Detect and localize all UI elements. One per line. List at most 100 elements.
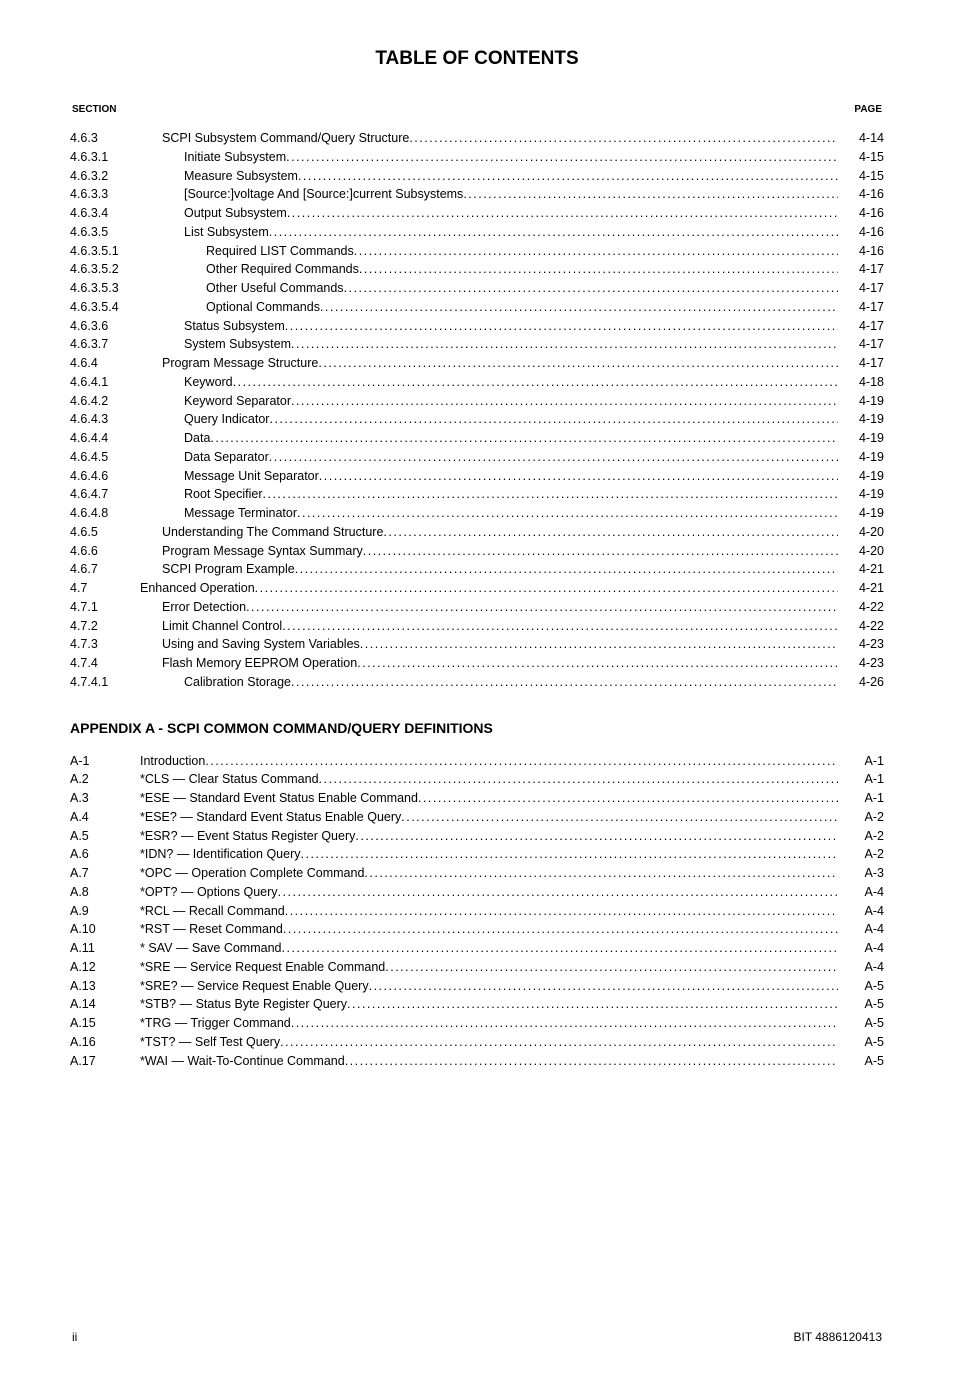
toc-section-number: 4.6.4.3 — [70, 410, 140, 429]
toc-section-number: A.14 — [70, 995, 140, 1014]
toc-page-number: A-4 — [838, 958, 884, 977]
toc-page-number: 4-19 — [838, 448, 884, 467]
toc-section-number: 4.7 — [70, 579, 140, 598]
toc-leader: ........................................… — [205, 752, 838, 771]
toc-leader: ........................................… — [269, 410, 838, 429]
toc-page-number: A-4 — [838, 902, 884, 921]
toc-leader: ........................................… — [291, 392, 838, 411]
toc-leader: ........................................… — [369, 977, 838, 996]
toc-section-number: A.17 — [70, 1052, 140, 1071]
toc-entry-title: Introduction — [140, 752, 205, 771]
toc-row: 4.6.3.5.3Other Useful Commands..........… — [70, 279, 884, 298]
toc-title-wrap: *RCL — Recall Command...................… — [140, 902, 838, 921]
page-footer: ii BIT 4886120413 — [70, 1330, 884, 1344]
toc-row: A.12*SRE — Service Request Enable Comman… — [70, 958, 884, 977]
toc-leader: ........................................… — [282, 617, 838, 636]
toc-title-wrap: [Source:]voltage And [Source:]current Su… — [140, 185, 838, 204]
toc-row: 4.7.4.1Calibration Storage..............… — [70, 673, 884, 692]
toc-leader: ........................................… — [409, 129, 838, 148]
header-section: SECTION — [72, 104, 116, 115]
toc-appendix-body: A-1Introduction.........................… — [70, 752, 884, 1071]
toc-title-wrap: *STB? — Status Byte Register Query......… — [140, 995, 838, 1014]
toc-title-wrap: Initiate Subsystem......................… — [140, 148, 838, 167]
toc-row: A.4*ESE? — Standard Event Status Enable … — [70, 808, 884, 827]
toc-title-wrap: SCPI Program Example....................… — [140, 560, 838, 579]
toc-title-wrap: *TRG — Trigger Command..................… — [140, 1014, 838, 1033]
toc-section-number: 4.6.4.1 — [70, 373, 140, 392]
toc-page-number: 4-17 — [838, 317, 884, 336]
toc-row: 4.6.3.6Status Subsystem.................… — [70, 317, 884, 336]
toc-title-wrap: List Subsystem..........................… — [140, 223, 838, 242]
toc-entry-title: Query Indicator — [184, 410, 269, 429]
toc-row: 4.6.4.8Message Terminator...............… — [70, 504, 884, 523]
toc-title-wrap: *CLS — Clear Status Command.............… — [140, 770, 838, 789]
toc-section-number: 4.6.4.5 — [70, 448, 140, 467]
toc-entry-title: Optional Commands — [206, 298, 320, 317]
toc-page-number: 4-15 — [838, 148, 884, 167]
toc-title-wrap: *ESE? — Standard Event Status Enable Que… — [140, 808, 838, 827]
toc-row: A.6*IDN? — Identification Query.........… — [70, 845, 884, 864]
toc-section-number: 4.7.3 — [70, 635, 140, 654]
toc-title-wrap: Data Separator..........................… — [140, 448, 838, 467]
toc-body: 4.6.3SCPI Subsystem Command/Query Struct… — [70, 129, 884, 692]
toc-page-number: A-5 — [838, 1014, 884, 1033]
toc-page-number: A-4 — [838, 920, 884, 939]
toc-section-number: A.9 — [70, 902, 140, 921]
toc-leader: ........................................… — [210, 429, 838, 448]
toc-page-number: A-1 — [838, 789, 884, 808]
toc-section-number: 4.6.3.5.2 — [70, 260, 140, 279]
toc-row: 4.6.3.5List Subsystem...................… — [70, 223, 884, 242]
toc-page-number: A-1 — [838, 752, 884, 771]
toc-section-number: A.11 — [70, 939, 140, 958]
toc-row: A.5*ESR? — Event Status Register Query..… — [70, 827, 884, 846]
toc-title-wrap: Other Required Commands.................… — [140, 260, 838, 279]
toc-entry-title: Message Terminator — [184, 504, 297, 523]
toc-title-wrap: * SAV — Save Command....................… — [140, 939, 838, 958]
toc-leader: ........................................… — [383, 523, 838, 542]
toc-page-number: 4-23 — [838, 635, 884, 654]
toc-row: 4.6.4.6Message Unit Separator...........… — [70, 467, 884, 486]
toc-title-wrap: Message Unit Separator..................… — [140, 467, 838, 486]
toc-leader: ........................................… — [291, 673, 838, 692]
toc-row: 4.7Enhanced Operation...................… — [70, 579, 884, 598]
toc-title-wrap: SCPI Subsystem Command/Query Structure..… — [140, 129, 838, 148]
toc-title-wrap: *SRE — Service Request Enable Command...… — [140, 958, 838, 977]
toc-entry-title: Keyword — [184, 373, 233, 392]
toc-leader: ........................................… — [401, 808, 838, 827]
toc-leader: ........................................… — [269, 223, 838, 242]
toc-page-number: 4-16 — [838, 185, 884, 204]
toc-leader: ........................................… — [263, 485, 838, 504]
toc-leader: ........................................… — [359, 260, 838, 279]
toc-entry-title: Root Specifier — [184, 485, 263, 504]
toc-row: 4.6.4.7Root Specifier...................… — [70, 485, 884, 504]
toc-page-number: A-4 — [838, 939, 884, 958]
toc-row: 4.6.3.5.2Other Required Commands........… — [70, 260, 884, 279]
toc-row: A.11* SAV — Save Command................… — [70, 939, 884, 958]
toc-entry-title: *ESE — Standard Event Status Enable Comm… — [140, 789, 418, 808]
toc-page-number: 4-15 — [838, 167, 884, 186]
toc-entry-title: *RST — Reset Command — [140, 920, 283, 939]
footer-doc-id: BIT 4886120413 — [793, 1330, 882, 1344]
toc-section-number: A.10 — [70, 920, 140, 939]
toc-title-wrap: Required LIST Commands..................… — [140, 242, 838, 261]
toc-title-wrap: *SRE? — Service Request Enable Query....… — [140, 977, 838, 996]
toc-entry-title: Data — [184, 429, 210, 448]
toc-page-number: 4-14 — [838, 129, 884, 148]
toc-row: 4.7.1Error Detection....................… — [70, 598, 884, 617]
toc-entry-title: *IDN? — Identification Query — [140, 845, 301, 864]
toc-row: A.2*CLS — Clear Status Command..........… — [70, 770, 884, 789]
toc-title-wrap: Measure Subsystem.......................… — [140, 167, 838, 186]
toc-row: 4.6.7SCPI Program Example...............… — [70, 560, 884, 579]
toc-section-number: 4.6.3.2 — [70, 167, 140, 186]
toc-page-number: 4-22 — [838, 598, 884, 617]
toc-row: 4.7.2Limit Channel Control..............… — [70, 617, 884, 636]
toc-leader: ........................................… — [318, 354, 838, 373]
toc-leader: ........................................… — [283, 920, 838, 939]
toc-title-wrap: Introduction............................… — [140, 752, 838, 771]
toc-row: A.13*SRE? — Service Request Enable Query… — [70, 977, 884, 996]
toc-entry-title: Message Unit Separator — [184, 467, 319, 486]
toc-leader: ........................................… — [385, 958, 838, 977]
footer-page-num: ii — [72, 1330, 77, 1344]
toc-title-wrap: *ESR? — Event Status Register Query.....… — [140, 827, 838, 846]
toc-leader: ........................................… — [295, 560, 838, 579]
